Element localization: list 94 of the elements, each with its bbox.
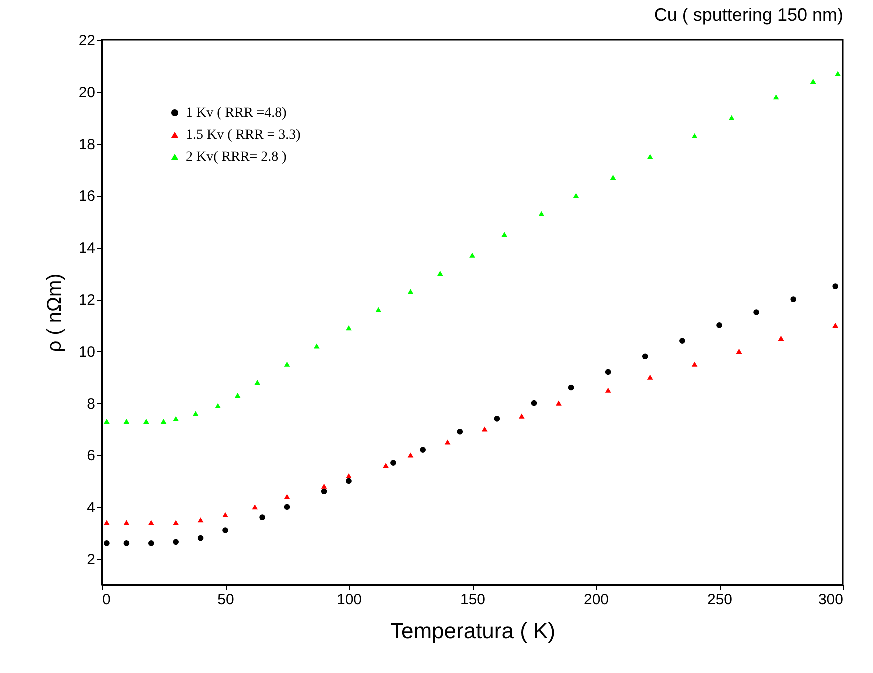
- point: [173, 539, 180, 546]
- point: [568, 384, 574, 391]
- point: [457, 428, 464, 435]
- point: [346, 478, 352, 484]
- point: [192, 411, 199, 416]
- y-tick-label: 18: [78, 136, 96, 154]
- point: [284, 362, 290, 367]
- point: [728, 115, 735, 120]
- y-tick-label: 12: [78, 292, 96, 310]
- x-tick-label: 250: [707, 592, 733, 608]
- point: [314, 344, 320, 349]
- legend-label: 1 Kv ( RRR =4.8): [186, 106, 288, 121]
- point: [144, 418, 150, 424]
- y-tick-label: 16: [78, 188, 96, 206]
- y-tick-label: 14: [78, 240, 96, 258]
- point: [832, 284, 839, 290]
- x-tick-label: 100: [336, 592, 362, 608]
- y-axis-title: ρ ( nΩm): [44, 274, 66, 352]
- point: [104, 418, 110, 424]
- point: [610, 175, 616, 180]
- point: [284, 494, 290, 500]
- point: [556, 400, 562, 406]
- point: [605, 369, 612, 376]
- point: [692, 362, 698, 367]
- point: [420, 447, 426, 453]
- point: [538, 211, 545, 216]
- point: [383, 463, 389, 468]
- point: [647, 154, 654, 160]
- point: [754, 310, 760, 316]
- point: [773, 94, 780, 100]
- point: [444, 440, 451, 445]
- legend-label: 1.5 Kv ( RRR = 3.3): [186, 128, 302, 143]
- y-tick-label: 20: [78, 84, 96, 102]
- point: [124, 520, 130, 526]
- point: [222, 528, 228, 534]
- point: [148, 540, 154, 546]
- point: [502, 232, 508, 238]
- point: [647, 374, 654, 380]
- point: [376, 307, 382, 312]
- point: [104, 520, 110, 526]
- point: [124, 540, 130, 546]
- point: [252, 504, 258, 510]
- point: [215, 403, 222, 408]
- point: [736, 348, 742, 354]
- x-tick-label: 300: [818, 592, 844, 608]
- point: [173, 520, 180, 526]
- point: [222, 512, 228, 518]
- point: [692, 134, 698, 139]
- y-tick-label: 8: [87, 396, 96, 413]
- point: [198, 535, 204, 542]
- point: [321, 488, 328, 494]
- x-tick-label: 150: [460, 592, 486, 608]
- point: [346, 326, 352, 331]
- point: [254, 380, 261, 386]
- point: [605, 388, 612, 393]
- legend-label: 2 Kv( RRR= 2.8 ): [186, 150, 288, 165]
- point: [832, 322, 839, 328]
- x-tick-label: 0: [102, 592, 111, 608]
- y-tick-label: 2: [87, 552, 96, 569]
- y-tick-label: 10: [78, 344, 96, 361]
- point: [482, 426, 488, 432]
- point: [810, 79, 816, 84]
- point: [260, 514, 266, 520]
- x-axis-title: Temperatura ( K): [390, 618, 556, 644]
- y-tick-label: 22: [78, 32, 96, 50]
- point: [518, 414, 525, 419]
- point: [790, 296, 797, 302]
- point: [173, 416, 180, 422]
- point: [346, 473, 352, 479]
- point: [573, 193, 580, 198]
- point: [321, 484, 328, 489]
- point: [408, 452, 414, 458]
- chart-title: Cu ( sputtering 150 nm): [654, 5, 844, 25]
- point: [124, 418, 130, 424]
- x-tick-label: 200: [584, 592, 610, 608]
- point: [470, 252, 476, 258]
- point: [835, 71, 841, 76]
- point: [234, 393, 241, 398]
- point: [160, 418, 167, 424]
- point: [642, 354, 648, 360]
- point: [408, 289, 414, 294]
- point: [778, 336, 784, 341]
- y-tick-label: 6: [87, 448, 96, 465]
- x-tick-label: 50: [218, 592, 234, 608]
- point: [716, 322, 722, 328]
- point: [104, 540, 110, 546]
- y-tick-label: 4: [87, 500, 96, 517]
- point: [437, 271, 444, 276]
- point: [390, 460, 396, 466]
- point: [198, 518, 204, 523]
- point: [680, 338, 686, 344]
- point: [284, 504, 290, 510]
- point: [531, 400, 538, 406]
- point: [494, 416, 500, 422]
